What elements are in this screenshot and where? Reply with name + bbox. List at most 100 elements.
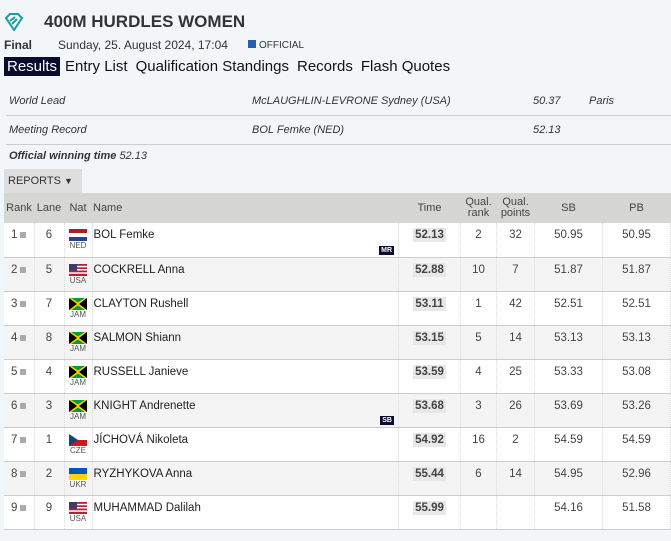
rank-cell: 9 (4, 495, 35, 530)
qual-rank: 6 (460, 461, 497, 496)
lane: 8 (34, 325, 65, 360)
record-time: 50.37 (533, 95, 561, 107)
tab-results[interactable]: Results (4, 57, 61, 76)
time: 52.88 (413, 262, 446, 277)
nat-cell: CZE (64, 427, 93, 462)
record-athlete: McLAUGHLIN-LEVRONE Sydney (USA) (252, 95, 451, 107)
nat-code: JAM (70, 377, 86, 387)
time: 53.15 (413, 330, 446, 345)
record-athlete: BOL Femke (NED) (252, 124, 345, 136)
qual-rank (460, 495, 497, 530)
nat-cell: JAM (64, 291, 93, 326)
time: 53.11 (413, 296, 446, 311)
nat-code: JAM (70, 343, 86, 353)
rank-cell: 1 (4, 223, 35, 258)
name-cell: RYZHYKOVA Anna (92, 461, 399, 496)
table-row[interactable]: 9 9 USA MUHAMMAD Dalilah 55.99 54.16 51.… (4, 495, 671, 530)
col-rank: Rank (4, 193, 34, 223)
square-icon (20, 300, 27, 307)
table-row[interactable]: 3 7 JAM CLAYTON Rushell 53.11 1 42 52.51… (4, 291, 671, 326)
table-row[interactable]: 7 1 CZE JÍCHOVÁ Nikoleta 54.92 16 2 54.5… (4, 427, 671, 462)
col-sb: SB (534, 193, 603, 223)
table-row[interactable]: 6 3 JAM KNIGHT Andrenette SB 53.68 3 26 5… (4, 393, 671, 428)
name-cell: CLAYTON Rushell (92, 291, 399, 326)
nat-code: JAM (70, 411, 86, 421)
table-row[interactable]: 4 8 JAM SALMON Shiann 53.15 5 14 53.13 5… (4, 325, 671, 360)
nat-code: USA (69, 275, 87, 285)
lane: 1 (34, 427, 65, 462)
qual-points: 42 (496, 291, 535, 326)
table-row[interactable]: 8 2 UKR RYZHYKOVA Anna 55.44 6 14 54.95 … (4, 461, 671, 496)
nat-cell: JAM (64, 393, 93, 428)
athlete-name[interactable]: RUSSELL Janieve (93, 365, 189, 378)
time: 53.59 (413, 364, 446, 379)
lane: 4 (34, 359, 65, 394)
name-cell: RUSSELL Janieve (92, 359, 399, 394)
athlete-name[interactable]: SALMON Shiann (93, 331, 182, 344)
reports-dropdown[interactable]: REPORTS ▼ (4, 169, 82, 193)
athlete-name[interactable]: COCKRELL Anna (93, 263, 185, 276)
rank-cell: 4 (4, 325, 35, 360)
athlete-name[interactable]: KNIGHT Andrenette (93, 399, 196, 412)
record-badge: MR (379, 245, 394, 255)
caret-down-icon: ▼ (64, 176, 73, 186)
season-best: 54.95 (534, 461, 603, 496)
table-row[interactable]: 1 6 NED BOL Femke MR 52.13 2 32 50.95 50.… (4, 223, 671, 258)
season-best: 53.33 (534, 359, 603, 394)
time-cell: 52.88 (398, 257, 461, 292)
personal-best: 51.87 (602, 257, 671, 292)
athlete-name[interactable]: CLAYTON Rushell (93, 297, 189, 310)
qual-rank: 2 (460, 223, 497, 258)
season-best: 51.87 (534, 257, 603, 292)
lane: 2 (34, 461, 65, 496)
tabs: Results Entry List Qualification Standin… (4, 57, 455, 76)
record-row-world-lead: World Lead McLAUGHLIN-LEVRONE Sydney (US… (6, 87, 671, 116)
col-time: Time (398, 193, 461, 223)
lane: 3 (34, 393, 65, 428)
record-label: World Lead (9, 95, 66, 107)
name-cell: SALMON Shiann (92, 325, 399, 360)
record-venue: Paris (589, 95, 615, 107)
name-cell: JÍCHOVÁ Nikoleta (92, 427, 399, 462)
time: 53.68 (413, 398, 446, 413)
rank-cell: 5 (4, 359, 35, 394)
qual-rank: 1 (460, 291, 497, 326)
nat-cell: USA (64, 257, 93, 292)
col-qual-rank: Qual. rank (460, 193, 497, 223)
nat-code: UKR (69, 479, 87, 489)
name-cell: COCKRELL Anna (92, 257, 399, 292)
tab-flash-quotes[interactable]: Flash Quotes (360, 58, 451, 75)
ned-flag-icon (69, 229, 87, 241)
status-badge: OFFICIAL (248, 40, 304, 51)
tab-records[interactable]: Records (297, 58, 353, 75)
time-cell: 53.15 (398, 325, 461, 360)
athlete-name[interactable]: MUHAMMAD Dalilah (93, 501, 201, 514)
rank-cell: 2 (4, 257, 35, 292)
ukr-flag-icon (69, 467, 87, 480)
diamond-league-logo-icon (4, 13, 24, 31)
tab-qualification-standings[interactable]: Qualification Standings (135, 58, 289, 75)
time: 55.99 (413, 500, 446, 515)
qual-points: 14 (496, 325, 535, 360)
qual-rank: 10 (460, 257, 497, 292)
winning-time: 52.13 (119, 150, 147, 162)
personal-best: 54.59 (602, 427, 671, 462)
table-row[interactable]: 2 5 USA COCKRELL Anna 52.88 10 7 51.87 5… (4, 257, 671, 292)
season-best: 53.13 (534, 325, 603, 360)
lane: 9 (34, 495, 65, 530)
athlete-name[interactable]: BOL Femke (93, 229, 155, 241)
time-cell: 53.11 (398, 291, 461, 326)
rank-cell: 8 (4, 461, 35, 496)
athlete-name[interactable]: RYZHYKOVA Anna (93, 467, 193, 480)
tab-entry-list[interactable]: Entry List (65, 58, 128, 75)
qual-points (496, 495, 535, 530)
nat-code: JAM (70, 309, 86, 319)
table-row[interactable]: 5 4 JAM RUSSELL Janieve 53.59 4 25 53.33… (4, 359, 671, 394)
athlete-name[interactable]: JÍCHOVÁ Nikoleta (93, 433, 189, 446)
personal-best: 52.51 (602, 291, 671, 326)
col-nat: Nat (64, 193, 92, 223)
name-cell: MUHAMMAD Dalilah (92, 495, 399, 530)
qual-rank: 3 (460, 393, 497, 428)
usa-flag-icon (69, 501, 87, 514)
event-datetime: Sunday, 25. August 2024, 17:04 (58, 38, 228, 52)
